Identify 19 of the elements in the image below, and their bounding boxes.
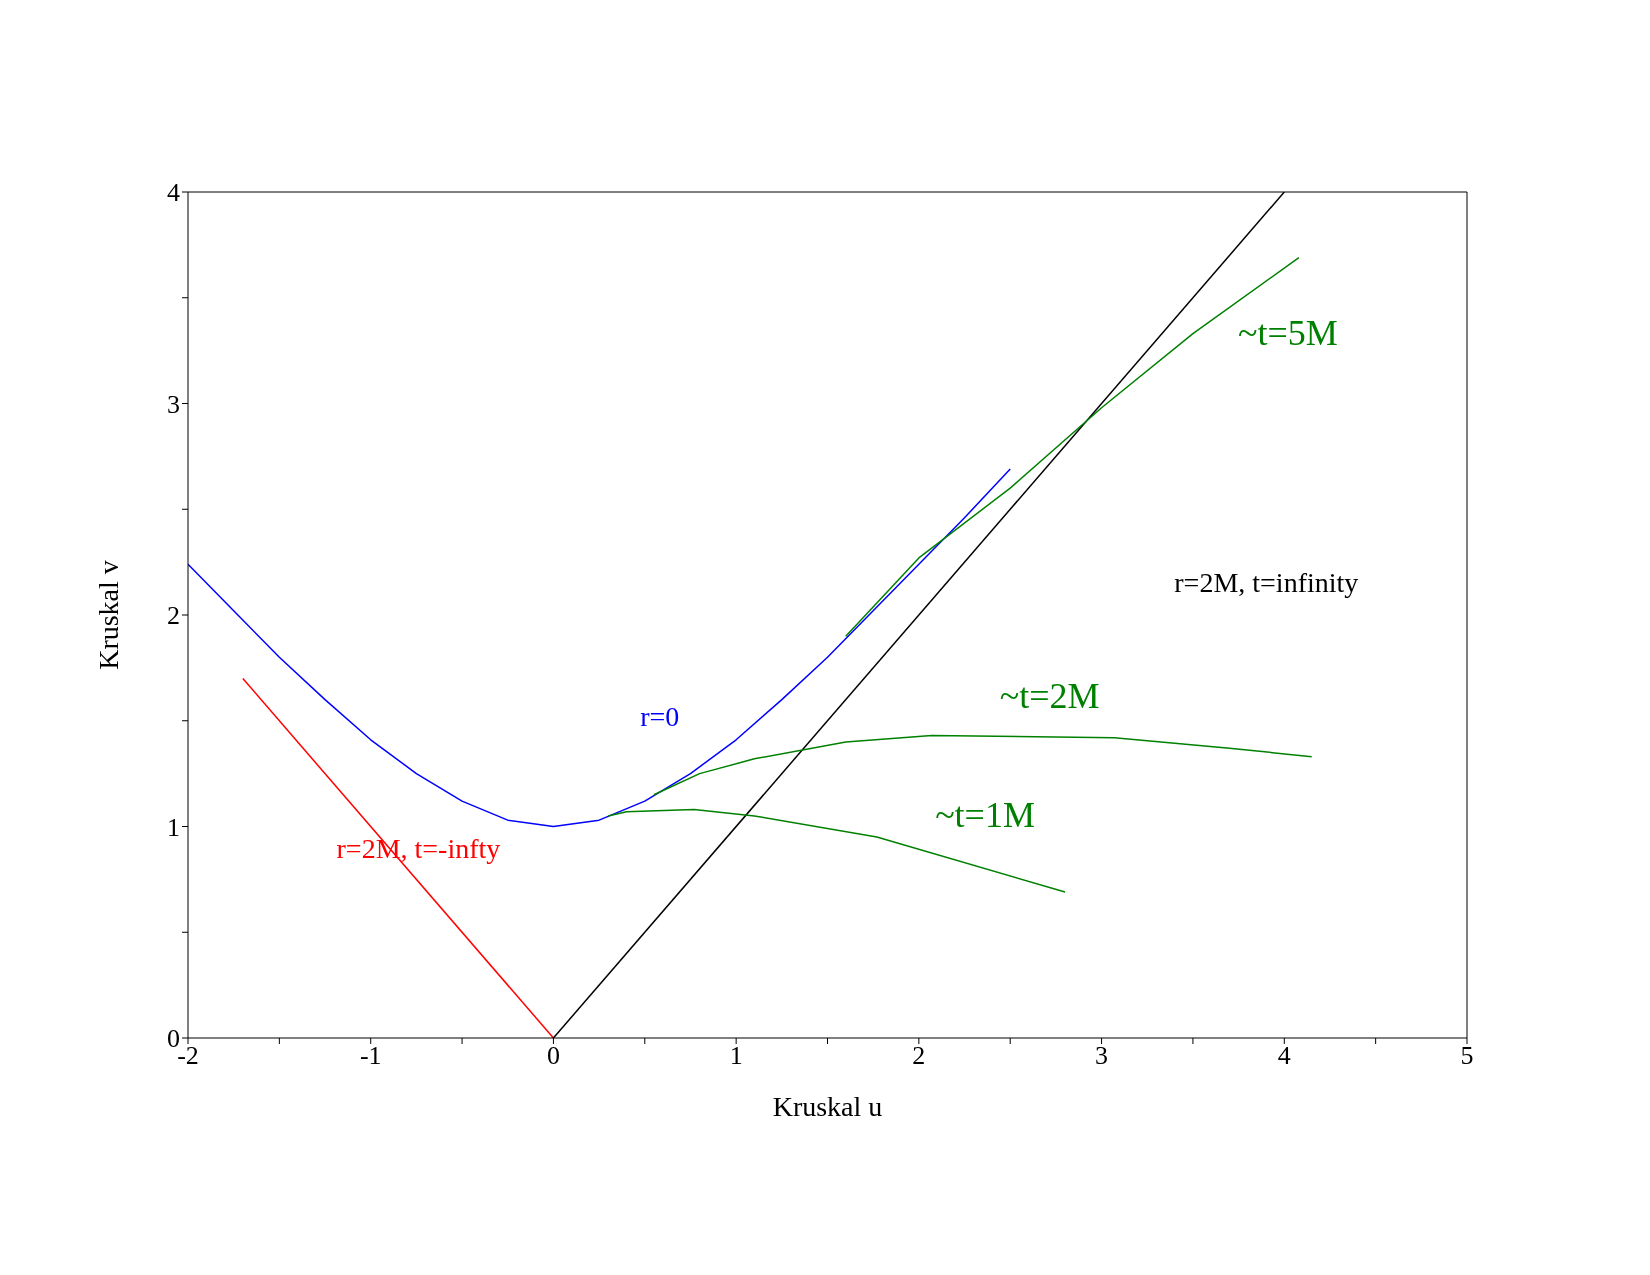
y-tick-label: 3	[167, 389, 180, 419]
line-series	[653, 734, 1313, 796]
series-label: ~t=1M	[935, 795, 1035, 836]
x-tick-label: 3	[1095, 1041, 1109, 1071]
y-tick-label: 2	[167, 601, 180, 631]
y-tick-label: 4	[167, 178, 180, 208]
series-label: r=0	[640, 701, 680, 733]
series-label: ~t=5M	[1238, 312, 1338, 353]
x-tick-label: 2	[912, 1041, 926, 1071]
y-axis-title: Kruskal v	[92, 560, 124, 670]
x-tick-label: 1	[729, 1041, 743, 1071]
y-tick-label: 1	[167, 812, 180, 842]
x-tick-label: -1	[359, 1041, 382, 1071]
text: r=2M, t=infinity	[1174, 567, 1359, 598]
series-label: ~t=2M	[999, 675, 1100, 716]
x-tick-label: 4	[1277, 1041, 1291, 1071]
x-tick-label: 5	[1460, 1041, 1474, 1071]
x-axis-title: Kruskal u	[772, 1091, 883, 1122]
x-tick-label: 0	[546, 1041, 560, 1071]
